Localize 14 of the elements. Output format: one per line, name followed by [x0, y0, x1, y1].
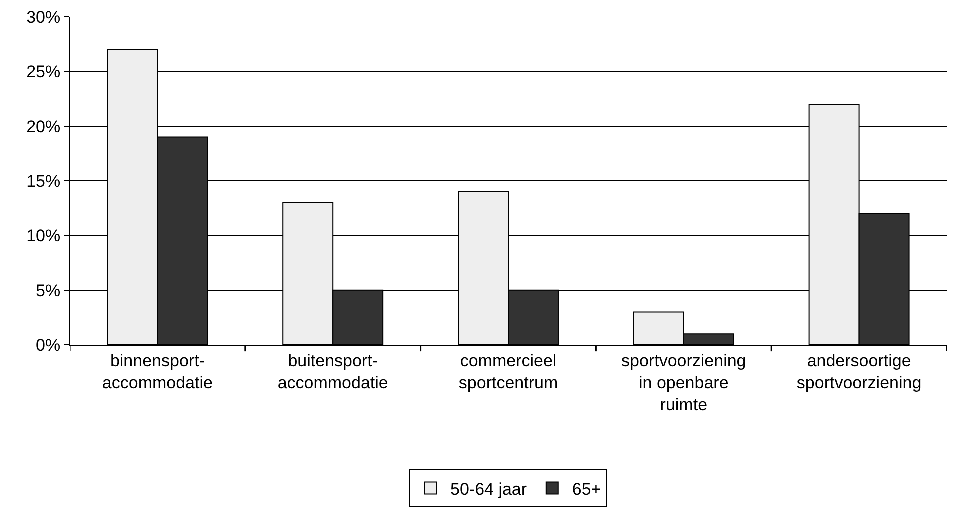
- y-tick-label: 10%: [26, 226, 61, 246]
- y-tick-label: 20%: [26, 117, 61, 136]
- y-tick-label: 0%: [36, 336, 61, 355]
- x-tick-label: commercieel sportcentrum: [458, 351, 558, 392]
- x-tick-label: sportvoorziening in openbare ruimte: [622, 351, 746, 415]
- x-tick-label: buitensport- accommodatie: [278, 351, 388, 392]
- y-tick-label: 30%: [26, 8, 61, 27]
- y-tick-label: 5%: [36, 281, 61, 300]
- x-tick-label: binnensport- accommodatie: [102, 351, 213, 392]
- y-tick-label: 15%: [26, 172, 61, 191]
- y-tick-label: 25%: [26, 62, 61, 82]
- x-tick-label: andersoortige sportvoorziening: [796, 351, 922, 392]
- legend-label: 50-64 jaar: [450, 480, 528, 499]
- legend-label: 65+: [572, 480, 602, 499]
